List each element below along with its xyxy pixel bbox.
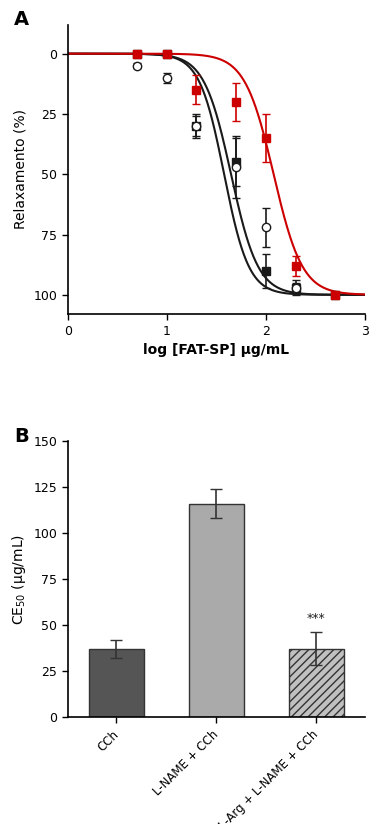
Text: ***: *** [307, 612, 326, 625]
Text: CCh: CCh [95, 728, 121, 754]
Y-axis label: CE$_{50}$ (μg/mL): CE$_{50}$ (μg/mL) [10, 534, 28, 625]
Bar [189, 503, 244, 717]
Y-axis label: Relaxamento (%): Relaxamento (%) [14, 110, 28, 229]
Text: A: A [14, 10, 29, 29]
Text: L-Arg + L-NAME + CCh: L-Arg + L-NAME + CCh [217, 728, 321, 824]
Bar [289, 648, 344, 717]
Text: L-NAME + CCh: L-NAME + CCh [151, 728, 221, 798]
X-axis label: log [FAT-SP] μg/mL: log [FAT-SP] μg/mL [143, 343, 289, 357]
Text: B: B [14, 428, 29, 447]
Bar [89, 648, 144, 717]
